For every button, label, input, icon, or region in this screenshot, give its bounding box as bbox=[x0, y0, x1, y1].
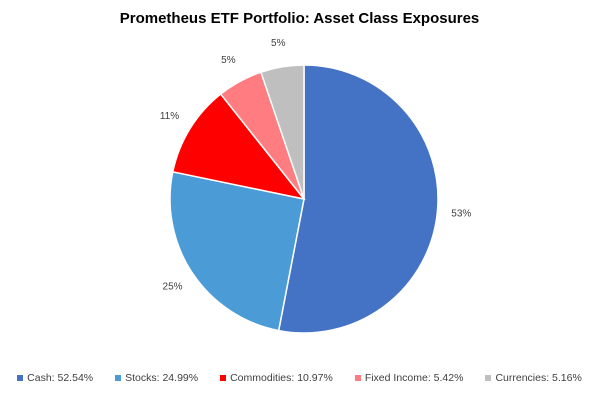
legend-item-cash: Cash: 52.54% bbox=[17, 372, 93, 384]
data-label-stocks: 25% bbox=[163, 281, 183, 292]
legend-swatch bbox=[354, 375, 361, 381]
data-label-commodities: 11% bbox=[160, 111, 179, 122]
data-label-fixed-income: 5% bbox=[221, 55, 236, 66]
legend-swatch bbox=[485, 375, 492, 381]
legend-label: Currencies: 5.16% bbox=[495, 372, 582, 384]
chart-title: Prometheus ETF Portfolio: Asset Class Ex… bbox=[119, 10, 480, 27]
pie-slice-commodities bbox=[171, 92, 306, 201]
legend-label: Stocks: 24.99% bbox=[125, 372, 199, 384]
data-label-currencies: 5% bbox=[271, 38, 286, 49]
legend-label: Commodities: 10.97% bbox=[230, 372, 333, 384]
legend-item-currencies: Currencies: 5.16% bbox=[485, 372, 582, 384]
pie-slice-cash bbox=[277, 64, 439, 334]
pie-slice-currencies bbox=[259, 64, 305, 200]
pie-slice-stocks bbox=[169, 170, 305, 332]
legend-item-fixed-income: Fixed Income: 5.42% bbox=[354, 372, 464, 384]
legend-swatch bbox=[115, 375, 122, 381]
pie-labels: 53% 25% 11% 5% 5% bbox=[160, 38, 472, 293]
legend-swatch bbox=[220, 375, 227, 381]
legend-swatch bbox=[17, 375, 24, 381]
legend-item-commodities: Commodities: 10.97% bbox=[220, 372, 333, 384]
data-label-cash: 53% bbox=[451, 209, 471, 220]
legend: Cash: 52.54% Stocks: 24.99% Commodities: 1… bbox=[0, 372, 599, 384]
pie-slices bbox=[169, 64, 439, 334]
legend-label: Fixed Income: 5.42% bbox=[364, 372, 464, 384]
pie-chart: 53% 25% 11% 5% 5% bbox=[160, 38, 472, 334]
legend-label: Cash: 52.54% bbox=[27, 372, 94, 384]
legend-item-stocks: Stocks: 24.99% bbox=[115, 372, 198, 384]
